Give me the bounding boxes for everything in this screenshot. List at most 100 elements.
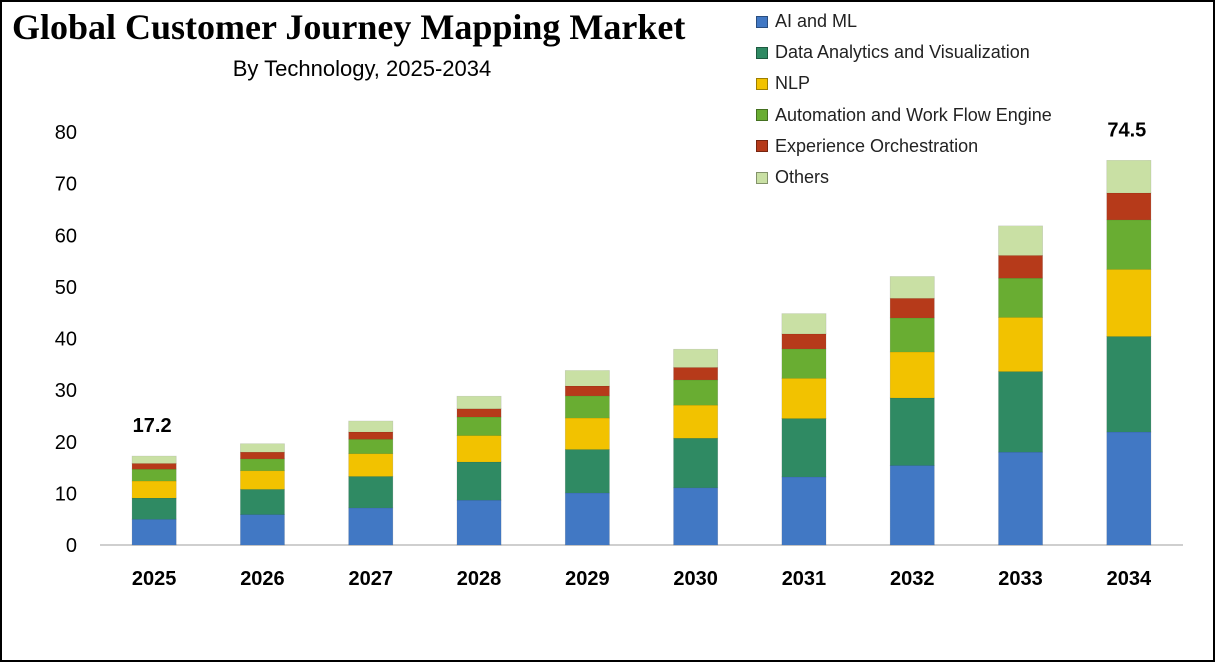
x-tick-label: 2026 — [240, 568, 285, 590]
y-tick-label: 50 — [55, 277, 77, 299]
bar-segment-shade-nlp — [673, 405, 718, 439]
x-tick-label: 2031 — [782, 568, 827, 590]
y-tick-label: 70 — [55, 174, 77, 196]
bar-segment-shade-nlp — [781, 378, 826, 419]
legend-label: Others — [775, 167, 830, 188]
x-tick-label: 2030 — [673, 568, 718, 590]
bar-segment-shade-automation-and-work-flow-engine — [240, 458, 285, 471]
x-tick-label: 2033 — [998, 568, 1043, 590]
bar-segment-shade-others — [890, 276, 935, 299]
bar-segment-shade-data-analytics-and-visualization — [781, 418, 826, 477]
legend-label: Automation and Work Flow Engine — [775, 104, 1052, 125]
bar-segment-shade-others — [1106, 160, 1151, 193]
chart-title: Global Customer Journey Mapping Market — [12, 7, 686, 47]
y-tick-label: 0 — [66, 535, 77, 557]
bar-segment-shade-ai-and-ml — [781, 476, 826, 545]
bar-segment-shade-ai-and-ml — [1106, 431, 1151, 545]
legend-label: NLP — [775, 73, 811, 94]
bar-segment-shade-others — [348, 421, 393, 432]
legend-swatch — [756, 109, 768, 122]
y-tick-label: 80 — [55, 122, 77, 144]
bar-segment-shade-experience-orchestration — [240, 452, 285, 459]
bar-segment-shade-automation-and-work-flow-engine — [781, 348, 826, 379]
bar-segment-shade-ai-and-ml — [998, 452, 1043, 545]
bar-segment-shade-data-analytics-and-visualization — [565, 449, 610, 493]
bar-segment-shade-automation-and-work-flow-engine — [457, 416, 502, 436]
bar-segment-shade-others — [565, 370, 610, 386]
bar-segment-shade-experience-orchestration — [132, 463, 177, 470]
bar-segment-shade-ai-and-ml — [890, 465, 935, 545]
bar-segment-shade-experience-orchestration — [348, 431, 393, 440]
bar-segment-shade-data-analytics-and-visualization — [673, 438, 718, 488]
bar-segment-shade-experience-orchestration — [890, 298, 935, 318]
bar-segment-shade-data-analytics-and-visualization — [890, 397, 935, 466]
legend-label: Experience Orchestration — [775, 135, 979, 156]
legend-item-automation-and-work-flow-engine: Automation and Work Flow Engine — [756, 100, 1116, 131]
data-label: 74.5 — [1107, 119, 1146, 141]
bar-segment-shade-nlp — [565, 418, 610, 450]
bar-segment-shade-ai-and-ml — [240, 514, 285, 545]
bar-segment-shade-others — [673, 349, 718, 368]
bar-segment-shade-others — [998, 225, 1043, 256]
y-tick-label: 60 — [55, 225, 77, 247]
legend-swatch — [756, 15, 768, 28]
legend-label: Data Analytics and Visualization — [775, 42, 1030, 63]
bar-segment-shade-nlp — [457, 435, 502, 462]
bar-segment-shade-data-analytics-and-visualization — [240, 489, 285, 515]
bar-segment-shade-others — [240, 443, 285, 453]
bar-segment-shade-others — [457, 396, 502, 409]
legend-swatch — [756, 77, 768, 90]
y-tick-label: 20 — [55, 432, 77, 454]
x-tick-label: 2028 — [457, 568, 502, 590]
bar-segment-shade-ai-and-ml — [457, 500, 502, 545]
bar-segment-shade-automation-and-work-flow-engine — [132, 469, 177, 481]
y-tick-label: 30 — [55, 380, 77, 402]
x-tick-label: 2029 — [565, 568, 610, 590]
legend-label: AI and ML — [775, 11, 858, 32]
bar-segment-shade-nlp — [348, 453, 393, 477]
bar-segment-shade-ai-and-ml — [348, 507, 393, 545]
bar-segment-shade-others — [132, 456, 177, 464]
bar-segment-shade-nlp — [240, 470, 285, 490]
chart-legend: AI and ML Data Analytics and Visualizatio… — [756, 6, 1116, 193]
bar-segment-shade-automation-and-work-flow-engine — [348, 439, 393, 454]
bar-segment-shade-automation-and-work-flow-engine — [673, 379, 718, 406]
bar-segment-shade-data-analytics-and-visualization — [457, 461, 502, 501]
bar-segment-shade-ai-and-ml — [673, 487, 718, 545]
bar-segment-shade-automation-and-work-flow-engine — [1106, 219, 1151, 270]
bar-segment-shade-data-analytics-and-visualization — [132, 498, 177, 520]
bar-segment-shade-ai-and-ml — [132, 519, 177, 545]
bar-segment-shade-nlp — [890, 351, 935, 398]
bar-segment-shade-automation-and-work-flow-engine — [998, 278, 1043, 318]
bar-segment-shade-others — [781, 313, 826, 334]
y-tick-label: 10 — [55, 483, 77, 505]
bar-segment-shade-data-analytics-and-visualization — [348, 476, 393, 508]
bar-segment-shade-nlp — [998, 317, 1043, 372]
bar-segment-shade-experience-orchestration — [565, 385, 610, 396]
legend-swatch — [756, 171, 768, 184]
bar-segment-shade-data-analytics-and-visualization — [998, 371, 1043, 453]
bar-segment-shade-experience-orchestration — [998, 255, 1043, 279]
legend-item-ai-and-ml: AI and ML — [756, 6, 1116, 37]
bar-segment-shade-automation-and-work-flow-engine — [565, 395, 610, 419]
x-tick-label: 2032 — [890, 568, 935, 590]
chart-subtitle: By Technology, 2025-2034 — [232, 56, 492, 81]
bar-segment-shade-data-analytics-and-visualization — [1106, 336, 1151, 432]
bar-segment-shade-experience-orchestration — [781, 333, 826, 349]
bar-segment-shade-ai-and-ml — [565, 492, 610, 545]
legend-item-others: Others — [756, 162, 1116, 193]
x-tick-label: 2025 — [132, 568, 177, 590]
bar-segment-shade-experience-orchestration — [1106, 192, 1151, 220]
bar-segment-shade-nlp — [132, 480, 177, 499]
legend-item-data-analytics-and-visualization: Data Analytics and Visualization — [756, 37, 1116, 68]
legend-swatch — [756, 140, 768, 153]
legend-item-experience-orchestration: Experience Orchestration — [756, 131, 1116, 162]
bar-segment-shade-experience-orchestration — [673, 367, 718, 380]
legend-item-nlp: NLP — [756, 68, 1116, 99]
bar-segment-shade-automation-and-work-flow-engine — [890, 317, 935, 352]
y-tick-label: 40 — [55, 329, 77, 351]
data-label: 17.2 — [133, 415, 172, 437]
bar-segment-shade-nlp — [1106, 269, 1151, 337]
bar-segment-shade-experience-orchestration — [457, 408, 502, 417]
